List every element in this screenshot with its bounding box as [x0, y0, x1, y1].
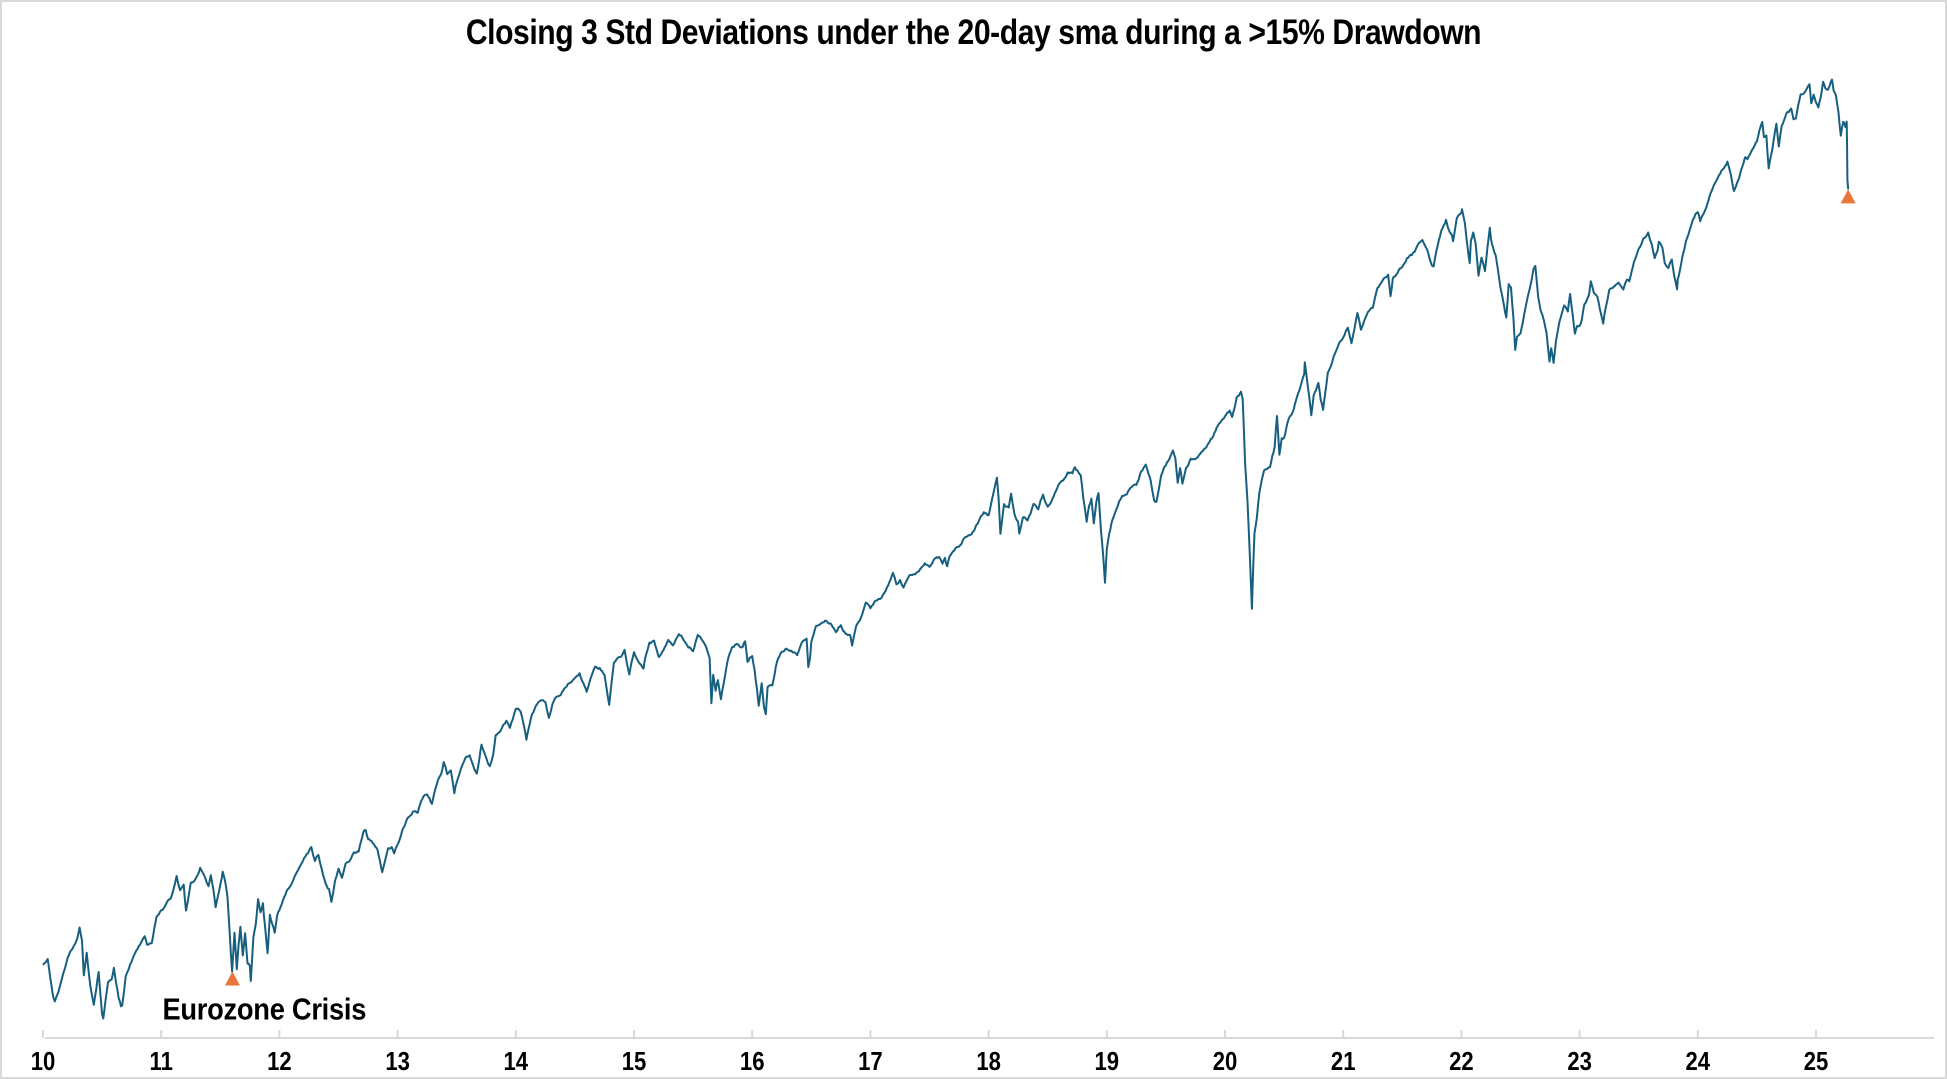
x-tick-label: 16	[740, 1047, 765, 1076]
x-axis-ticks	[42, 1030, 1817, 1038]
x-tick-label: 13	[385, 1047, 410, 1076]
x-tick-label: 21	[1331, 1047, 1356, 1076]
x-tick-label: 12	[267, 1047, 292, 1076]
x-tick-label: 14	[504, 1047, 529, 1076]
chart-title: Closing 3 Std Deviations under the 20-da…	[465, 13, 1482, 52]
annotation-label-eurozone-crisis: Eurozone Crisis	[162, 993, 366, 1027]
x-tick-label: 17	[858, 1047, 883, 1076]
x-tick-label: 20	[1213, 1047, 1238, 1076]
x-tick-label: 19	[1095, 1047, 1120, 1076]
x-tick-label: 24	[1686, 1047, 1711, 1076]
x-tick-label: 10	[31, 1047, 56, 1076]
drawdown-marker-triangle	[224, 971, 240, 986]
price-line	[42, 78, 1850, 1020]
x-tick-label: 18	[976, 1047, 1001, 1076]
x-axis-labels: 10 11 12 13 14 15 16 17 18 19 20 21 22 23 24 25	[31, 1047, 1829, 1076]
x-tick-label: 15	[622, 1047, 647, 1076]
x-tick-label: 23	[1567, 1047, 1592, 1076]
x-tick-label: 22	[1449, 1047, 1474, 1076]
drawdown-marker-triangle	[1840, 189, 1856, 204]
x-tick-label: 25	[1804, 1047, 1829, 1076]
x-tick-label: 11	[150, 1047, 173, 1076]
